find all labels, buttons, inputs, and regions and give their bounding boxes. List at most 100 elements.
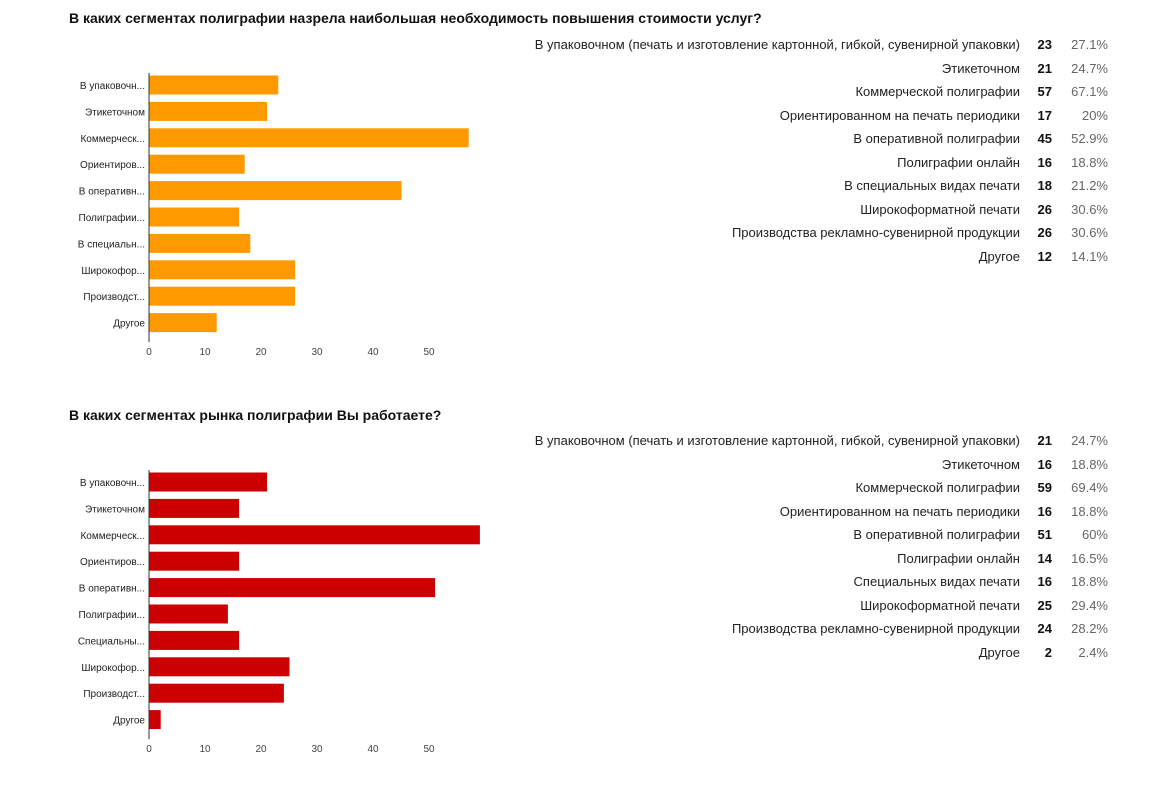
bar bbox=[149, 128, 469, 148]
summary-label: Другое bbox=[978, 248, 1020, 264]
summary-count: 16 bbox=[1037, 574, 1052, 589]
summary-count: 21 bbox=[1037, 60, 1052, 76]
summary-label: Коммерческой полиграфии bbox=[855, 480, 1020, 495]
category-label: В оперативн... bbox=[79, 584, 145, 595]
summary-label: Ориентированном на печать периодики bbox=[779, 107, 1020, 123]
bar bbox=[149, 286, 296, 306]
summary-row: Этикеточном 16 18.8% bbox=[520, 457, 1120, 477]
category-label: Ориентиров... bbox=[80, 160, 145, 171]
summary-label: В упаковочном (печать и изготовление кар… bbox=[534, 37, 1020, 52]
bar bbox=[149, 313, 217, 333]
x-tick-label: 20 bbox=[255, 347, 267, 358]
summary-label: В упаковочном (печать и изготовление кар… bbox=[534, 433, 1020, 448]
summary-percent: 29.4% bbox=[1071, 597, 1108, 613]
summary-percent: 30.6% bbox=[1071, 201, 1108, 217]
bar bbox=[149, 207, 240, 227]
summary-count: 45 bbox=[1037, 131, 1052, 146]
bar bbox=[149, 525, 480, 545]
summary-row: Коммерческой полиграфии 59 69.4% bbox=[520, 480, 1120, 500]
survey-question-2: В каких сегментах рынка полиграфии Вы ра… bbox=[0, 397, 1167, 787]
category-label: Коммерческ... bbox=[80, 134, 145, 145]
category-label: Производст... bbox=[83, 292, 145, 303]
summary-percent: 67.1% bbox=[1071, 84, 1108, 99]
category-label: Коммерческ... bbox=[80, 531, 145, 542]
summary-count: 59 bbox=[1037, 480, 1052, 495]
x-tick-label: 30 bbox=[311, 347, 323, 358]
summary-count: 12 bbox=[1037, 248, 1052, 264]
summary-percent: 52.9% bbox=[1071, 131, 1108, 146]
category-label: Этикеточном bbox=[85, 107, 145, 118]
summary-count: 25 bbox=[1037, 597, 1052, 613]
x-tick-label: 40 bbox=[367, 347, 379, 358]
summary-percent: 2.4% bbox=[1078, 644, 1108, 660]
summary-row: Производства рекламно-сувенирной продукц… bbox=[520, 225, 1120, 245]
bar bbox=[149, 233, 251, 253]
bar bbox=[149, 710, 161, 730]
question-title: В каких сегментах полиграфии назрела наи… bbox=[69, 10, 762, 26]
summary-percent: 14.1% bbox=[1071, 248, 1108, 264]
x-tick-label: 10 bbox=[199, 744, 211, 755]
x-tick-label: 10 bbox=[199, 347, 211, 358]
summary-percent: 16.5% bbox=[1071, 550, 1108, 566]
bar-chart: В упаковочн... Этикеточном Коммерческ... Ор… bbox=[78, 470, 480, 755]
summary-row: Полиграфии онлайн 16 18.8% bbox=[520, 155, 1120, 175]
summary-count: 23 bbox=[1037, 37, 1052, 52]
summary-percent: 27.1% bbox=[1071, 37, 1108, 52]
category-label: В упаковочн... bbox=[80, 478, 145, 489]
summary-row: Коммерческой полиграфии 57 67.1% bbox=[520, 84, 1120, 104]
bar bbox=[149, 498, 240, 518]
x-tick-label: 40 bbox=[367, 744, 379, 755]
bar bbox=[149, 683, 284, 703]
summary-row: В оперативной полиграфии 51 60% bbox=[520, 527, 1120, 547]
question-title: В каких сегментах рынка полиграфии Вы ра… bbox=[69, 407, 442, 423]
summary-label: Ориентированном на печать периодики bbox=[779, 503, 1020, 519]
summary-count: 26 bbox=[1037, 225, 1052, 240]
category-label: Широкофор... bbox=[81, 662, 145, 674]
category-label: В упаковочн... bbox=[80, 81, 145, 92]
summary-count: 16 bbox=[1037, 154, 1052, 170]
summary-row: Специальных видах печати 16 18.8% bbox=[520, 574, 1120, 594]
summary-percent: 18.8% bbox=[1071, 503, 1108, 519]
summary-percent: 24.7% bbox=[1071, 433, 1108, 448]
category-label: В специальн... bbox=[78, 239, 145, 250]
x-tick-label: 50 bbox=[423, 744, 435, 755]
summary-count: 21 bbox=[1037, 433, 1052, 448]
summary-row: В оперативной полиграфии 45 52.9% bbox=[520, 131, 1120, 151]
bar bbox=[149, 551, 240, 571]
summary-label: Полиграфии онлайн bbox=[897, 550, 1020, 566]
summary-count: 16 bbox=[1037, 503, 1052, 519]
bar bbox=[149, 75, 279, 95]
summary-label: Этикеточном bbox=[941, 456, 1020, 472]
summary-label: Производства рекламно-сувенирной продукц… bbox=[731, 621, 1020, 636]
bar bbox=[149, 181, 402, 201]
summary-label: В оперативной полиграфии bbox=[853, 527, 1020, 542]
summary-percent: 60% bbox=[1081, 527, 1108, 542]
bar-chart: В упаковочн... Этикеточном Коммерческ... Ор… bbox=[78, 73, 469, 358]
bar bbox=[149, 260, 296, 280]
x-tick-label: 0 bbox=[146, 347, 152, 358]
summary-count: 14 bbox=[1037, 550, 1052, 566]
bar bbox=[149, 472, 268, 492]
bar bbox=[149, 657, 290, 677]
x-tick-label: 0 bbox=[146, 744, 152, 755]
bar bbox=[149, 630, 240, 650]
summary-percent: 28.2% bbox=[1071, 621, 1108, 636]
summary-count: 26 bbox=[1037, 201, 1052, 217]
summary-percent: 21.2% bbox=[1071, 178, 1108, 193]
summary-count: 57 bbox=[1037, 84, 1052, 99]
category-label: Широкофор... bbox=[81, 265, 145, 277]
summary-row: Широкоформатной печати 26 30.6% bbox=[520, 202, 1120, 222]
summary-label: В оперативной полиграфии bbox=[853, 131, 1020, 146]
summary-row: Этикеточном 21 24.7% bbox=[520, 61, 1120, 81]
x-tick-label: 30 bbox=[311, 744, 323, 755]
summary-count: 18 bbox=[1037, 178, 1052, 193]
summary-percent: 20% bbox=[1081, 107, 1108, 123]
summary-count: 51 bbox=[1037, 527, 1052, 542]
summary-row: В упаковочном (печать и изготовление кар… bbox=[520, 37, 1120, 57]
bar bbox=[149, 154, 245, 174]
bar bbox=[149, 604, 228, 624]
summary-row: Другое 2 2.4% bbox=[520, 645, 1120, 665]
category-label: Полиграфии... bbox=[79, 212, 145, 224]
summary-label: Полиграфии онлайн bbox=[897, 154, 1020, 170]
x-tick-label: 50 bbox=[423, 347, 435, 358]
